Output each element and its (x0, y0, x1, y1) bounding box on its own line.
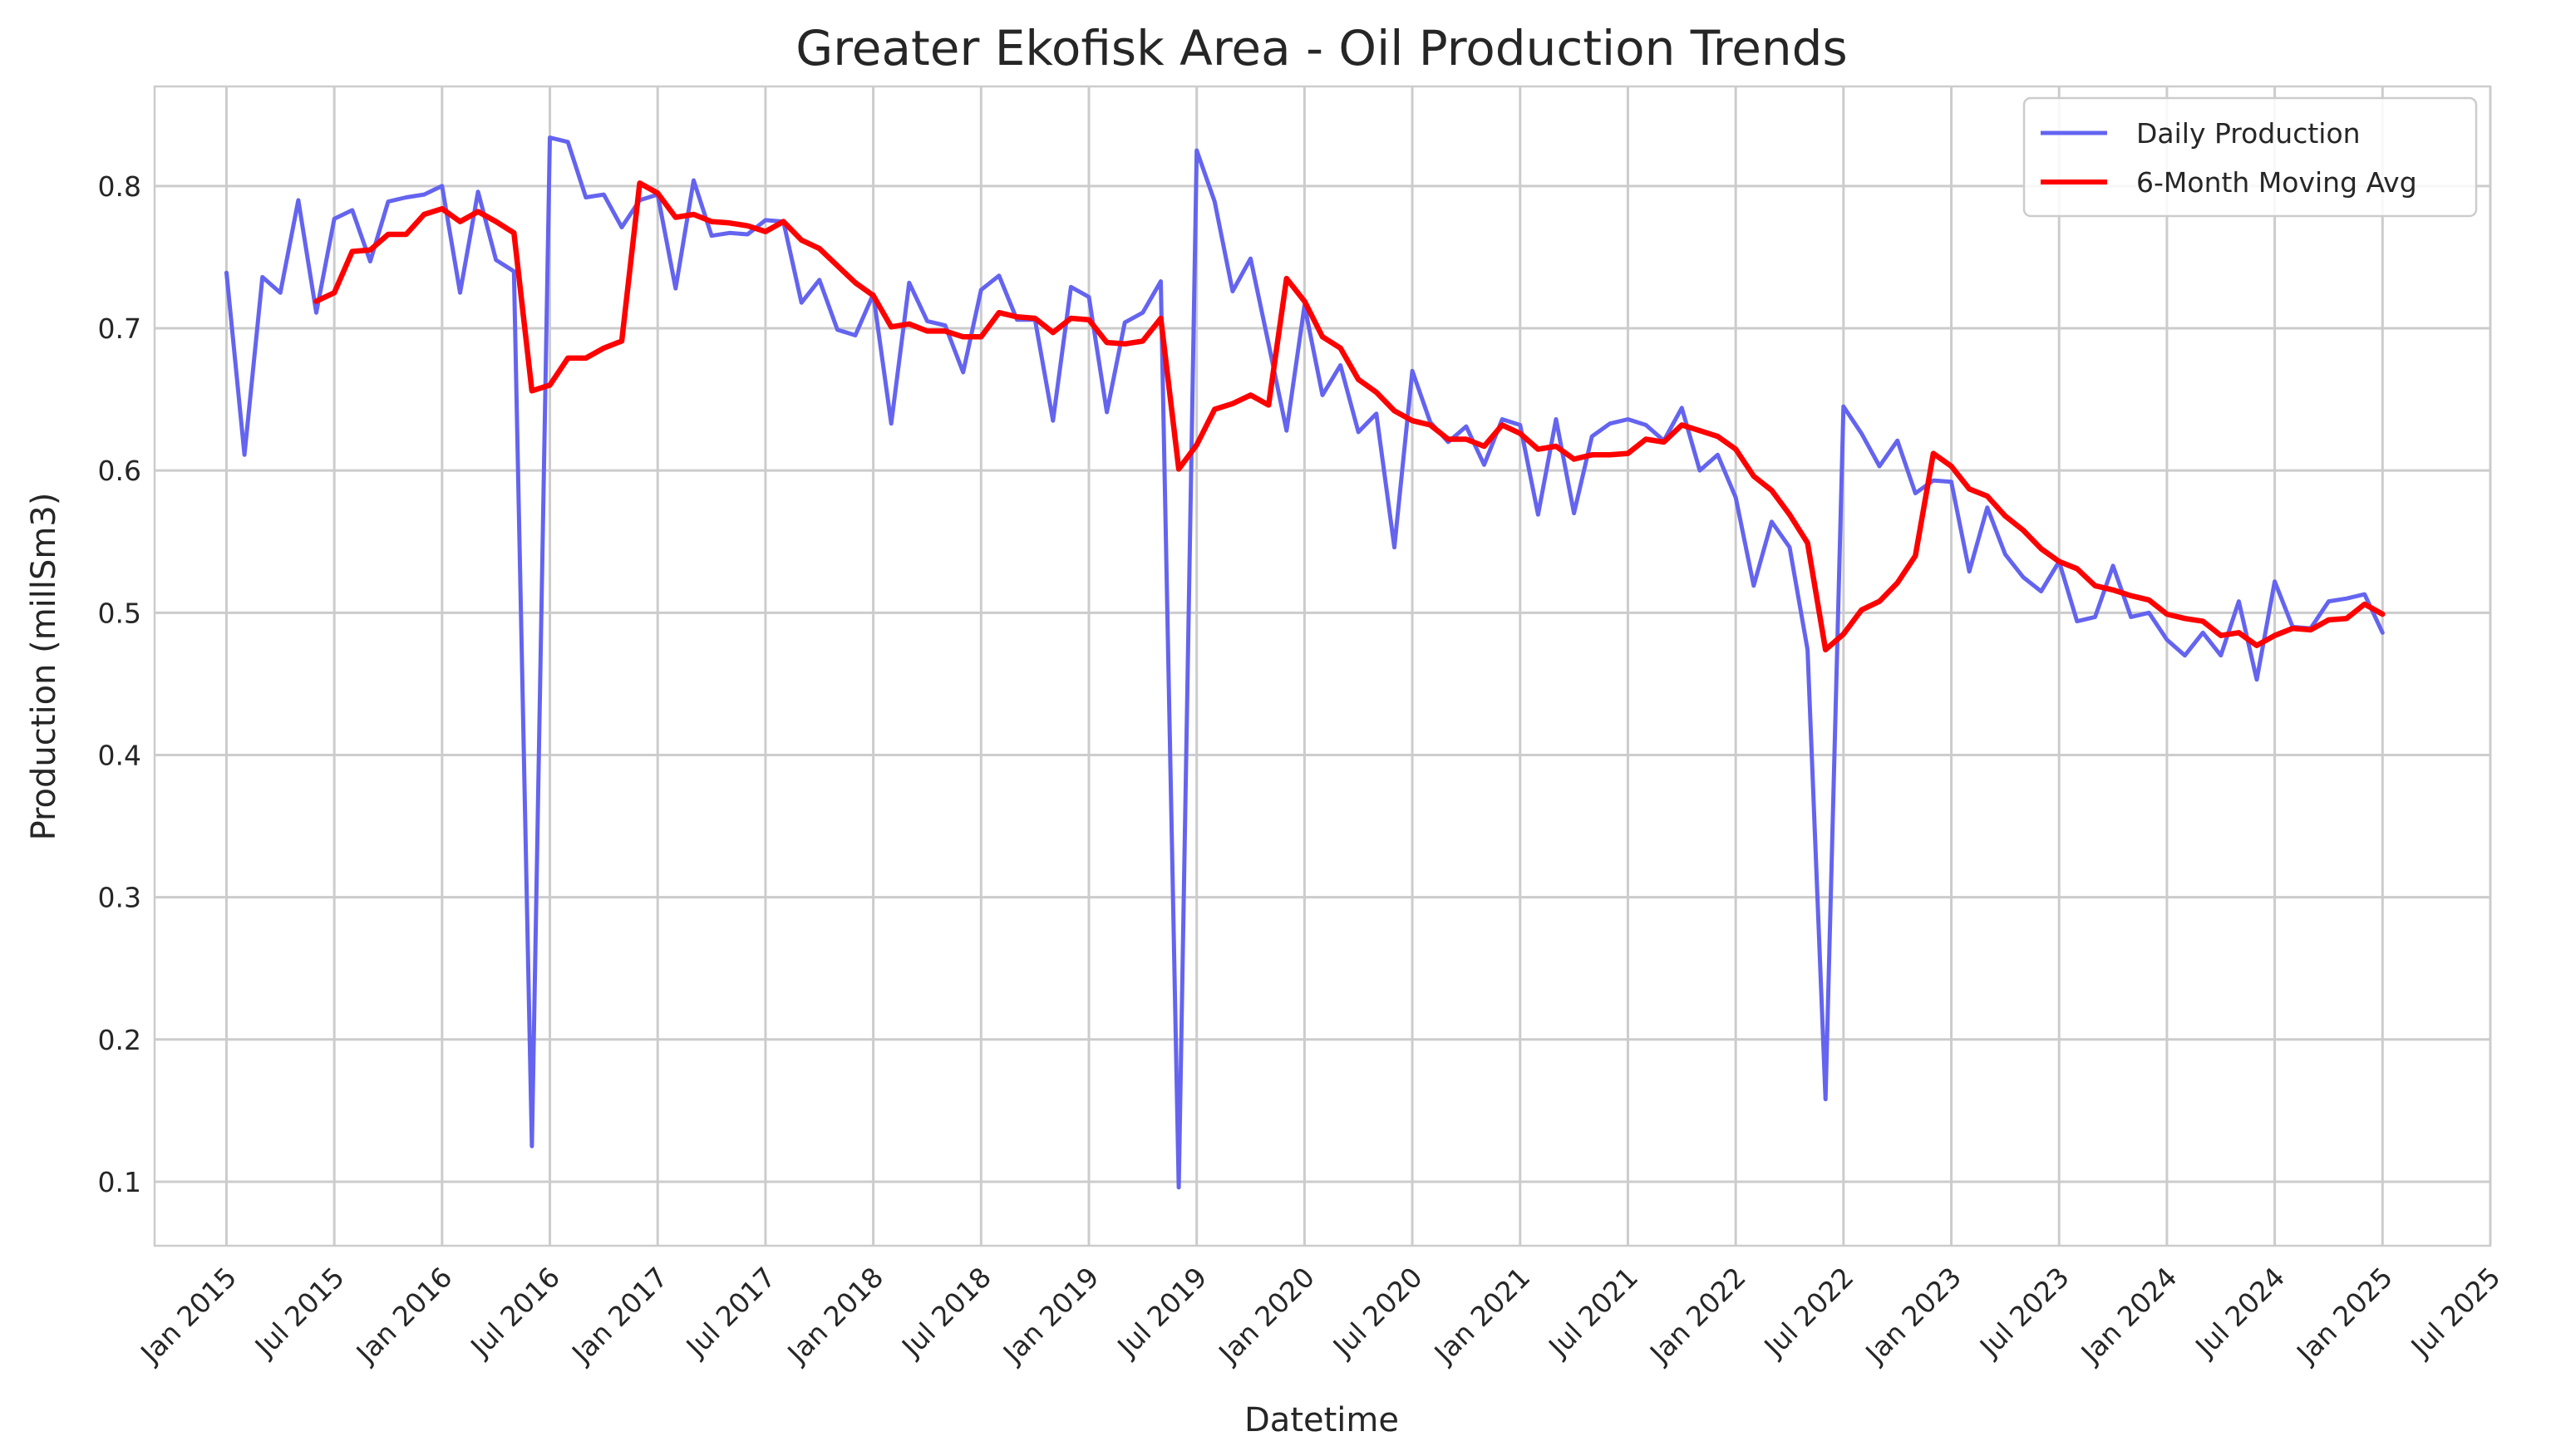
x-tick-label: Jan 2019 (996, 1261, 1106, 1370)
x-tick-label: Jan 2016 (349, 1261, 459, 1370)
x-tick-label: Jul 2016 (463, 1261, 566, 1364)
x-tick-label: Jul 2019 (1110, 1261, 1213, 1364)
legend-label-daily: Daily Production (2136, 117, 2361, 150)
legend: Daily Production 6-Month Moving Avg (2022, 96, 2478, 218)
y-tick-label: 0.5 (98, 597, 141, 629)
x-tick-label: Jan 2023 (1858, 1261, 1967, 1370)
x-tick-label: Jan 2024 (2074, 1261, 2184, 1370)
x-tick-label: Jan 2017 (564, 1261, 674, 1370)
y-axis-label: Production (millSm3) (25, 493, 63, 841)
x-tick-label: Jul 2025 (2404, 1261, 2507, 1364)
x-tick-label: Jul 2015 (248, 1261, 351, 1364)
x-tick-label: Jan 2022 (1642, 1261, 1752, 1370)
tick-labels: 0.1 0.2 0.3 0.4 0.5 0.6 0.7 0.8 Jan 2015 Jul 2015… (98, 170, 2507, 1370)
x-tick-label: Jul 2021 (1541, 1261, 1644, 1364)
y-tick-label: 0.2 (98, 1024, 141, 1056)
x-tick-label: Jan 2018 (781, 1261, 890, 1370)
x-tick-label: Jul 2022 (1757, 1261, 1860, 1364)
x-tick-label: Jan 2021 (1427, 1261, 1537, 1370)
y-tick-label: 0.4 (98, 739, 141, 771)
grid (155, 86, 2492, 1246)
series-line-moving-average (313, 180, 2386, 653)
x-tick-label: Jul 2020 (1326, 1261, 1429, 1364)
y-tick-label: 0.3 (98, 882, 141, 914)
x-tick-label: Jul 2017 (679, 1261, 782, 1364)
x-tick-label: Jul 2018 (894, 1261, 997, 1364)
y-tick-label: 0.8 (98, 170, 141, 203)
x-tick-label: Jan 2015 (133, 1261, 243, 1370)
y-tick-label: 0.6 (98, 455, 141, 487)
x-tick-label: Jan 2020 (1211, 1261, 1321, 1370)
series-layer (224, 135, 2386, 1190)
x-tick-label: Jul 2023 (1972, 1261, 2076, 1364)
x-tick-label: Jul 2024 (2188, 1261, 2291, 1364)
y-tick-label: 0.1 (98, 1166, 141, 1198)
plot-frame (153, 85, 2492, 1247)
y-tick-label: 0.7 (98, 312, 141, 345)
x-tick-label: Jan 2025 (2289, 1261, 2399, 1370)
x-axis-label: Datetime (1244, 1401, 1399, 1439)
chart-title: Greater Ekofisk Area - Oil Production Tr… (795, 20, 1847, 76)
legend-label-moving-avg: 6-Month Moving Avg (2136, 166, 2417, 199)
legend-box (2022, 96, 2478, 218)
